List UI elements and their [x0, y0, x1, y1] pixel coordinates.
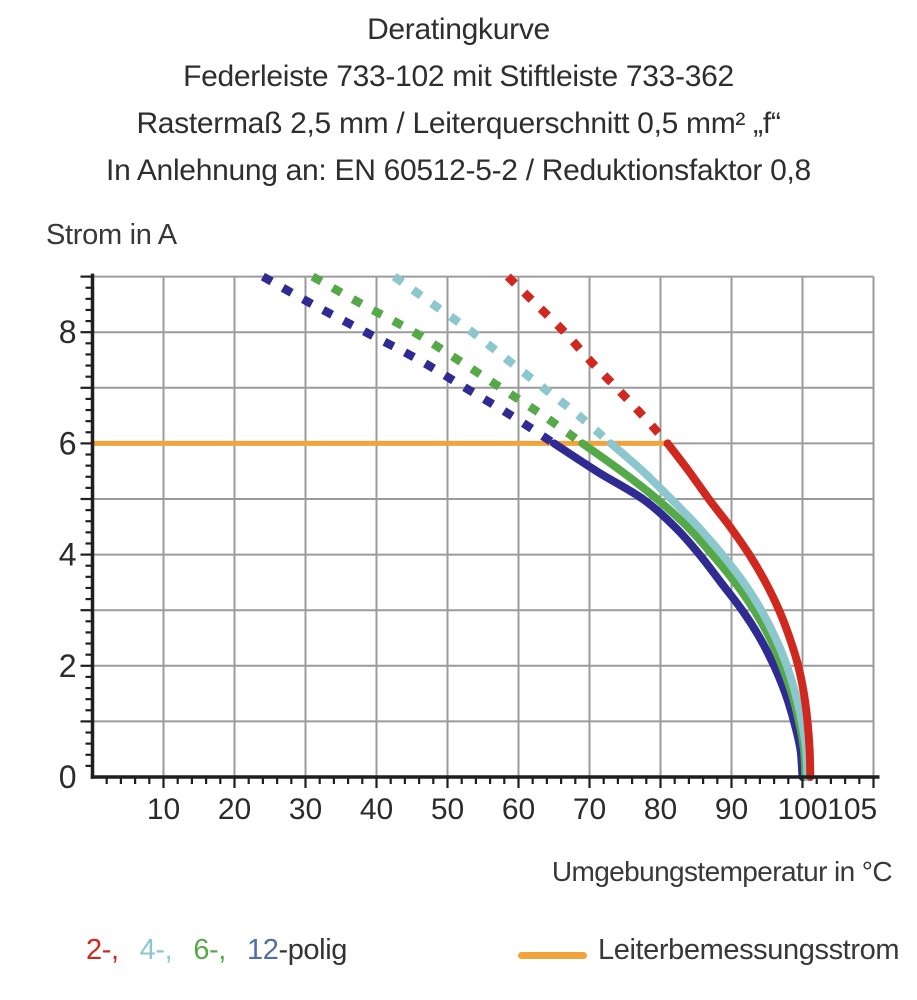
- x-axis-title: Umgebungstemperatur in °C: [551, 856, 893, 887]
- y-tick-label-6: 6: [59, 425, 77, 461]
- title-line-1: Deratingkurve: [367, 13, 550, 46]
- x-tick-label-50: 50: [431, 793, 464, 826]
- plot-grid: [92, 275, 875, 777]
- x-tick-label-30: 30: [289, 793, 322, 826]
- x-tick-label-70: 70: [573, 793, 606, 826]
- x-tick-label-20: 20: [218, 793, 251, 826]
- y-axis-title: Strom in A: [46, 219, 177, 251]
- legend-series-label-1: 4-,: [139, 934, 173, 966]
- x-tick-label-100: 100: [777, 793, 827, 826]
- x-tick-label-80: 80: [644, 793, 677, 826]
- x-tick-label-40: 40: [360, 793, 393, 826]
- series-legend: 2-, 4-, 6-, 12-polig: [86, 934, 347, 967]
- y-tick-label-2: 2: [59, 648, 77, 684]
- series-curve-12-polig: [260, 272, 807, 781]
- x-axis-ticks: [105, 777, 875, 788]
- y-axis-ticks: [80, 275, 93, 767]
- legend-series-label-0: 2-,: [86, 934, 119, 966]
- legend-series-label-2: 6-,: [193, 934, 226, 966]
- x-tick-label-105: 105: [827, 793, 877, 826]
- x-tick-labels: 10 20 30 40 50 60 70 80 90 100 105: [147, 793, 877, 826]
- rated-current-label: Leiterbemessungsstrom: [598, 934, 900, 966]
- series-curve-4-polig: [391, 273, 812, 781]
- y-tick-labels: 0 2 4 6 8: [59, 314, 77, 795]
- rated-current-swatch: [518, 952, 587, 959]
- x-tick-label-10: 10: [147, 793, 180, 826]
- title-line-2: Federleiste 733-102 mit Stiftleiste 733-…: [183, 60, 734, 93]
- x-tick-label-90: 90: [715, 793, 748, 826]
- axes: [90, 273, 880, 779]
- series-curve-2-polig: [504, 273, 815, 781]
- y-tick-label-0: 0: [59, 759, 77, 795]
- x-tick-label-60: 60: [502, 793, 535, 826]
- legend-series-label-4: -polig: [278, 934, 347, 966]
- legend-series-label-3: 12: [246, 934, 279, 966]
- legend-row: 2-, 4-, 6-, 12-polig Leiterbemessungsstrom: [0, 934, 917, 994]
- chart-title-block: Deratingkurve Federleiste 733-102 mit St…: [0, 6, 917, 194]
- title-line-3: Rastermaß 2,5 mm / Leiterquerschnitt 0,5…: [136, 107, 781, 140]
- y-tick-label-4: 4: [59, 537, 77, 573]
- title-line-4: In Anlehnung an: EN 60512-5-2 / Reduktio…: [106, 154, 811, 187]
- y-tick-label-8: 8: [59, 314, 77, 350]
